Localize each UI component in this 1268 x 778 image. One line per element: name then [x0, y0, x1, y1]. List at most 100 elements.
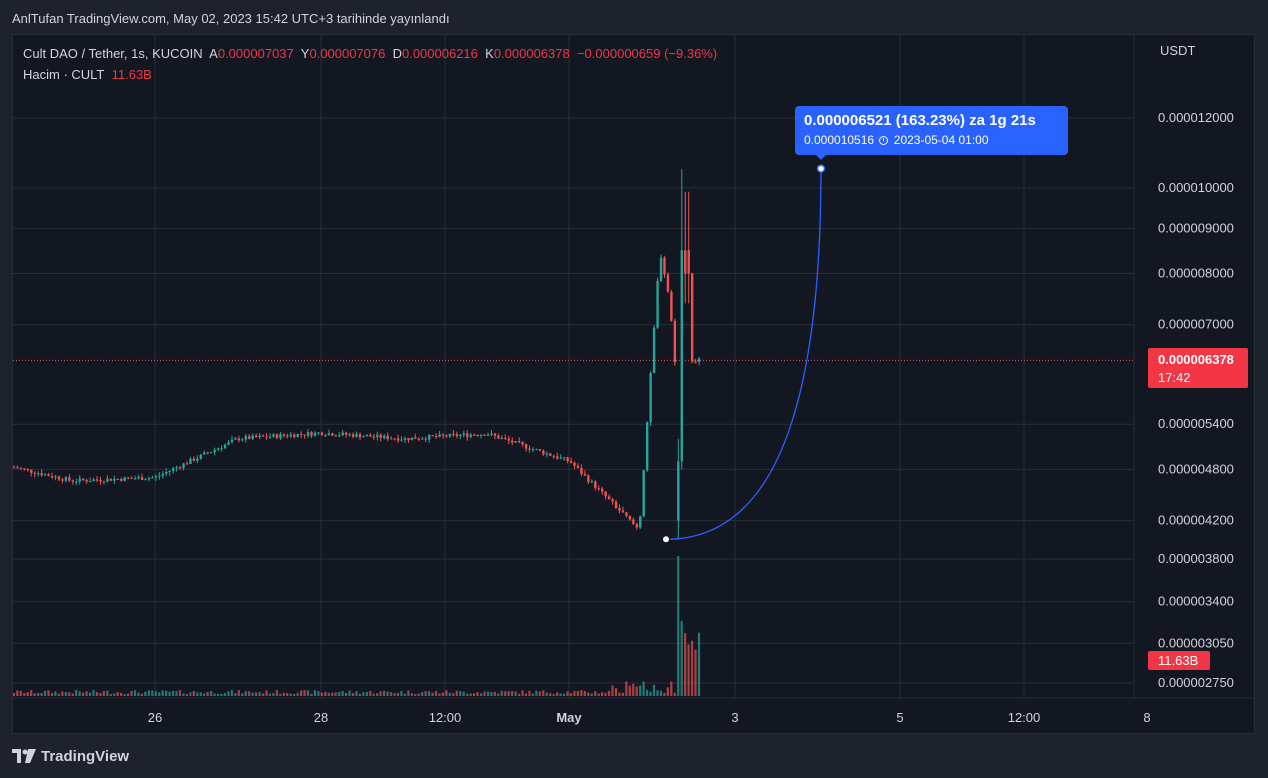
candle-body: [338, 434, 341, 436]
candle-body: [472, 434, 476, 436]
volume-bar: [348, 690, 351, 696]
volume-bar: [601, 692, 604, 696]
candle-body: [514, 441, 517, 443]
candle-body: [601, 488, 604, 492]
price-tick-label: 0.000012000: [1158, 110, 1234, 125]
time-tick-label: 3: [731, 710, 738, 725]
volume-bar: [123, 693, 126, 696]
volume-bar: [462, 691, 465, 696]
volume-bar: [296, 692, 299, 696]
volume-bar: [383, 690, 386, 696]
candle-body: [185, 463, 189, 465]
volume-bar: [656, 690, 659, 696]
candle-body: [182, 463, 185, 468]
volume-bar: [400, 691, 403, 696]
candle-body: [486, 434, 490, 436]
volume-bar: [690, 640, 694, 696]
price-tick-label: 0.000009000: [1158, 220, 1234, 235]
candle-body: [469, 434, 472, 437]
volume-bar: [424, 691, 427, 696]
candle-body: [504, 437, 507, 439]
candle-body: [178, 467, 182, 469]
price-chart[interactable]: 0.000012000 0.000010000 0.000009000 0.00000…: [13, 35, 1254, 733]
volume-bar: [677, 556, 680, 696]
candle-body: [279, 434, 282, 439]
volume-bar: [286, 693, 289, 696]
volume-bar: [165, 690, 168, 696]
volume-bar: [178, 690, 182, 696]
candle-body: [569, 461, 573, 463]
volume-bar: [102, 691, 105, 696]
volume-bar: [133, 690, 137, 696]
volume-label[interactable]: Hacim · CULT: [23, 67, 105, 82]
volume-bar: [358, 693, 361, 696]
candle-body: [282, 434, 286, 436]
candle-body: [223, 444, 227, 449]
candle-body: [452, 433, 455, 435]
candle-body: [40, 473, 43, 476]
candle-body: [611, 499, 614, 502]
volume-bar: [472, 693, 476, 696]
volume-value: 11.63B: [111, 67, 152, 82]
volume-bar: [57, 693, 60, 696]
volume-bar: [175, 691, 178, 696]
volume-bar: [621, 692, 624, 696]
volume-bar: [393, 693, 396, 696]
candle-body: [562, 457, 566, 459]
candle-body: [237, 438, 241, 441]
candle-body: [521, 442, 524, 445]
candle-body: [362, 436, 365, 438]
volume-bar: [549, 693, 552, 696]
tradingview-logo[interactable]: TradingView: [12, 747, 129, 765]
candle-body: [421, 438, 424, 440]
candle-body: [445, 435, 448, 437]
candle-body: [396, 438, 400, 441]
candle-body: [255, 435, 258, 438]
candle-body: [234, 438, 237, 440]
volume-legend: Hacim · CULT 11.63B: [23, 67, 152, 82]
volume-bar: [99, 692, 102, 696]
volume-bar: [576, 691, 579, 696]
candle-body: [61, 479, 64, 481]
candle-body: [694, 361, 697, 363]
projection-callout[interactable]: 0.000006521 (163.23%) za 1g 21s 0.000010…: [795, 106, 1068, 155]
volume-bar: [542, 690, 545, 696]
volume-bar: [61, 691, 64, 696]
volume-bar: [645, 689, 649, 696]
candle-body: [507, 438, 510, 441]
currency-unit[interactable]: USDT: [1160, 43, 1196, 58]
candle-body: [210, 451, 213, 453]
candle-body: [511, 440, 514, 443]
projection-end-point: [816, 164, 826, 173]
target-time: 2023-05-04 01:00: [893, 133, 989, 147]
candle-body: [462, 433, 465, 435]
candle-body: [244, 436, 248, 440]
candle-body: [230, 439, 234, 443]
candle-body: [175, 467, 178, 469]
volume-bar: [303, 690, 306, 696]
candle-body: [54, 476, 57, 478]
volume-bar: [680, 621, 683, 696]
volume-bar: [355, 691, 358, 696]
volume-bar: [410, 693, 413, 696]
candle-body: [428, 435, 431, 440]
volume-bar: [500, 690, 503, 696]
candle-body: [113, 478, 116, 481]
chart-panel[interactable]: 0.000012000 0.000010000 0.000009000 0.00000…: [12, 34, 1255, 734]
volume-bar: [54, 691, 57, 696]
candle-body: [625, 512, 628, 516]
candle-body: [154, 476, 158, 478]
symbol-name[interactable]: Cult DAO / Tether, 1s, KUCOIN: [23, 46, 203, 61]
candle-body: [645, 422, 649, 471]
candle-body: [147, 477, 151, 480]
candle-body: [19, 468, 23, 470]
volume-bar: [441, 692, 445, 696]
volume-bar: [694, 649, 697, 696]
candle-body: [213, 449, 216, 452]
volume-bar: [552, 693, 555, 696]
candle-body: [556, 456, 559, 459]
price-tick-label: 0.000008000: [1158, 265, 1234, 280]
volume-bar: [583, 690, 586, 696]
candle-body: [258, 435, 261, 438]
price-tick-label: 0.000010000: [1158, 180, 1234, 195]
